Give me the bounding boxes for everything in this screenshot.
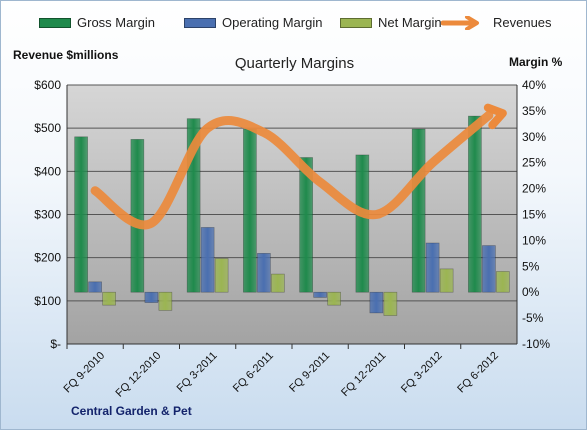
y-left-tick-label: $400 [34,164,61,178]
y-right-tick-label: 20% [522,182,546,196]
bar-operating-margin [369,291,384,314]
bar-net-margin [496,271,510,293]
legend-net-margin: Net Margin [340,15,442,30]
bar-gross-margin [74,136,88,293]
x-tick-label: FQ 3-2012 [399,350,445,396]
bar-operating-margin [482,245,496,293]
bar-operating-margin [144,291,159,303]
bar-net-margin [214,258,229,293]
x-tick-label: FQ 6-2012 [455,350,501,396]
x-tick-label: FQ 12-2011 [339,350,388,399]
bar-gross-margin [243,128,257,293]
x-tick-label: FQ 6-2011 [231,350,276,395]
x-tick-label: FQ 9-2010 [62,350,108,396]
y-left-tick-label: $- [50,337,61,351]
company-name: Central Garden & Pet [71,404,192,418]
legend-revenues: Revenues [441,15,552,30]
bar-operating-margin [425,242,440,293]
legend-swatch-operating [184,17,216,28]
revenue-line [90,110,494,230]
y-left-tick-label: $600 [34,78,61,92]
legend-label-operating: Operating Margin [222,15,323,30]
y-left-tick-label: $100 [34,294,61,308]
y-right-tick-label: 25% [522,156,546,170]
x-tick-label: FQ 9-2011 [287,350,332,395]
y-right-tick-label: 10% [522,233,546,247]
y-right-tick-label: -10% [522,337,550,351]
bar-operating-margin [200,227,215,293]
bar-operating-margin [257,253,271,293]
y-left-axis-title: Revenue $millions [13,48,119,62]
y-right-tick-label: -5% [522,311,544,325]
revenue-arrow-head [483,103,507,130]
y-right-tick-label: 15% [522,208,546,222]
bar-net-margin [327,291,341,306]
y-right-tick-label: 0% [522,285,540,299]
chart-title: Quarterly Margins [234,55,355,72]
bar-net-margin [439,268,454,293]
y-left-tick-label: $300 [34,208,61,222]
bar-net-margin [383,291,398,316]
bar-operating-margin [88,281,102,293]
bar-gross-margin [355,154,370,293]
bar-net-margin [102,291,116,306]
legend-operating-margin: Operating Margin [184,15,322,30]
y-right-axis-title: Margin % [509,55,563,69]
x-tick-label: FQ 3-2011 [175,350,220,395]
bar-gross-margin [130,139,145,293]
bar-net-margin [158,291,173,311]
legend-label-net: Net Margin [378,15,442,30]
y-right-tick-label: 35% [522,104,546,118]
y-right-tick-label: 5% [522,259,540,273]
bar-gross-margin [468,115,482,293]
y-right-tick-label: 30% [522,130,546,144]
legend-swatch-net [340,17,372,28]
bar-gross-margin [411,128,426,293]
legend-label-revenues: Revenues [493,15,552,30]
legend-gross-margin: Gross Margin [39,15,155,30]
bar-gross-margin [299,157,313,293]
legend-arrow-icon [441,15,479,30]
bar-operating-margin [313,291,327,298]
x-tick-label: FQ 12-2010 [114,350,164,400]
legend-swatch-gross [39,17,71,28]
y-right-tick-label: 40% [522,78,546,92]
y-left-tick-label: $500 [34,121,61,135]
y-left-tick-label: $200 [34,251,61,265]
legend-label-gross: Gross Margin [77,15,156,30]
legend: Gross Margin Operating Margin Net Margin… [1,15,586,35]
bar-net-margin [271,273,285,293]
